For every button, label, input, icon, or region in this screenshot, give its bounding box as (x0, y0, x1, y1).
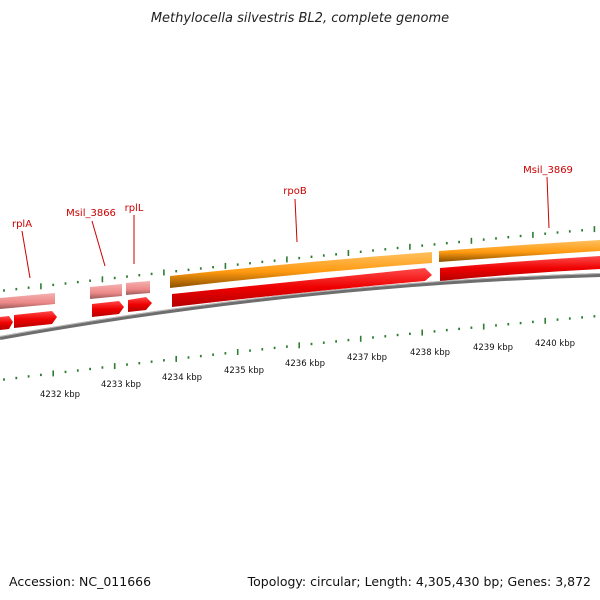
cds-red-4 (128, 297, 152, 312)
cds-red-3 (92, 301, 124, 317)
accession-text: Accession: NC_011666 (9, 574, 151, 589)
cds-red-6 (440, 256, 600, 281)
gene-label-rplL: rplL (125, 203, 144, 214)
gene-Msil_3869-orange (439, 240, 600, 262)
gene-label-rplA: rplA (12, 219, 32, 230)
cds-red-5 (172, 268, 432, 307)
genome-backbone (0, 273, 600, 340)
gene-rpoB-orange (170, 252, 432, 288)
scale-label: 4240 kbp (535, 339, 575, 349)
gene-label-rpoB: rpoB (283, 186, 307, 197)
outer-tick-row (3, 226, 596, 292)
map-title: Methylocella silvestris BL2, complete ge… (151, 11, 449, 26)
scale-label: 4237 kbp (347, 353, 387, 363)
gene-rplL-pink (126, 281, 150, 295)
scale-label: 4234 kbp (162, 373, 202, 383)
genome-info-text: Topology: circular; Length: 4,305,430 bp… (247, 574, 591, 589)
gene-label-Msil_3866: Msil_3866 (66, 208, 116, 219)
cds-red-2 (14, 311, 57, 328)
gene-rplA-pink (0, 293, 55, 309)
scale-label: 4238 kbp (410, 348, 450, 358)
gene-Msil_3866-pink (90, 284, 122, 299)
cds-red-1 (0, 316, 13, 330)
gene-label-leaders (21, 176, 550, 279)
scale-label: 4232 kbp (40, 390, 80, 400)
gene-label-Msil_3869: Msil_3869 (523, 165, 573, 176)
scale-label: 4235 kbp (224, 366, 264, 376)
scale-label: 4239 kbp (473, 343, 513, 353)
scale-tick-row (3, 315, 596, 381)
scale-label: 4236 kbp (285, 359, 325, 369)
scale-label: 4233 kbp (101, 380, 141, 390)
